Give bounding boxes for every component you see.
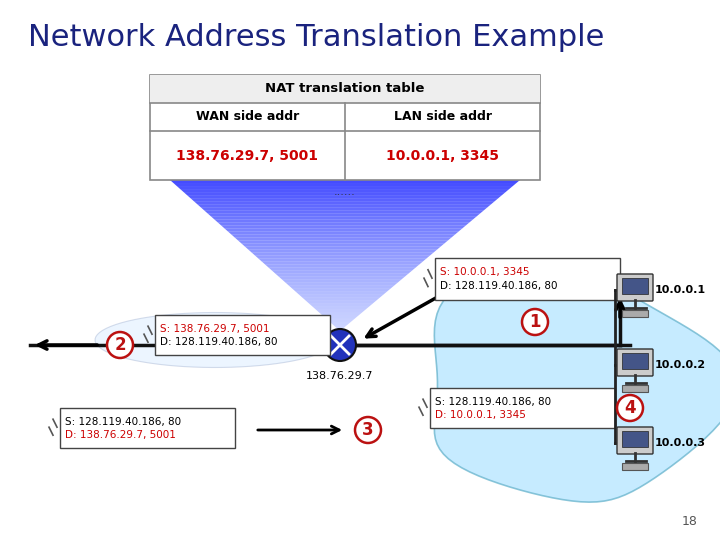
Polygon shape [286, 282, 397, 286]
Polygon shape [248, 249, 437, 253]
Text: D: 138.76.29.7, 5001: D: 138.76.29.7, 5001 [65, 430, 176, 440]
Polygon shape [180, 189, 509, 192]
Polygon shape [316, 310, 365, 313]
Text: S: 128.119.40.186, 80: S: 128.119.40.186, 80 [65, 417, 181, 427]
Polygon shape [300, 295, 383, 298]
FancyBboxPatch shape [60, 408, 235, 448]
Polygon shape [275, 274, 408, 276]
Polygon shape [282, 280, 401, 282]
Circle shape [355, 417, 381, 443]
Polygon shape [217, 222, 469, 225]
Polygon shape [235, 238, 451, 240]
Text: 10.0.0.1, 3345: 10.0.0.1, 3345 [386, 148, 499, 163]
Polygon shape [221, 225, 466, 228]
Polygon shape [228, 231, 459, 234]
Polygon shape [323, 316, 358, 319]
Polygon shape [245, 246, 441, 249]
Polygon shape [330, 322, 351, 325]
FancyBboxPatch shape [622, 431, 648, 447]
FancyBboxPatch shape [150, 75, 540, 180]
Text: D: 10.0.0.1, 3345: D: 10.0.0.1, 3345 [435, 410, 526, 420]
FancyBboxPatch shape [617, 427, 653, 454]
Polygon shape [258, 259, 426, 261]
Text: LAN side addr: LAN side addr [394, 111, 492, 124]
FancyBboxPatch shape [617, 349, 653, 376]
Text: 138.76.29.7: 138.76.29.7 [306, 371, 374, 381]
Circle shape [617, 395, 643, 421]
FancyBboxPatch shape [622, 278, 648, 294]
Text: S: 10.0.0.1, 3345: S: 10.0.0.1, 3345 [440, 267, 529, 277]
Text: 2: 2 [114, 336, 126, 354]
Polygon shape [215, 219, 473, 222]
Polygon shape [184, 192, 505, 195]
Polygon shape [177, 186, 513, 189]
Polygon shape [231, 234, 455, 238]
Text: 10.0.0.2: 10.0.0.2 [655, 360, 706, 370]
Polygon shape [302, 298, 379, 301]
Text: 4: 4 [624, 399, 636, 417]
Polygon shape [434, 268, 720, 502]
Polygon shape [333, 325, 347, 328]
Polygon shape [238, 240, 448, 244]
Polygon shape [225, 228, 462, 231]
Polygon shape [174, 183, 516, 186]
Text: 10.0.0.3: 10.0.0.3 [655, 438, 706, 448]
Text: 138.76.29.7, 5001: 138.76.29.7, 5001 [176, 148, 318, 163]
Text: Network Address Translation Example: Network Address Translation Example [28, 24, 604, 52]
Circle shape [107, 332, 133, 358]
Circle shape [522, 309, 548, 335]
Polygon shape [265, 265, 419, 268]
Polygon shape [269, 268, 415, 271]
FancyBboxPatch shape [150, 75, 540, 103]
Circle shape [324, 329, 356, 361]
Polygon shape [241, 244, 444, 246]
Polygon shape [310, 304, 372, 307]
Text: ......: ...... [334, 187, 356, 197]
Polygon shape [194, 201, 495, 204]
Polygon shape [255, 255, 430, 259]
Polygon shape [326, 319, 354, 322]
Polygon shape [262, 261, 423, 265]
Polygon shape [312, 307, 369, 310]
Polygon shape [201, 207, 487, 210]
Polygon shape [289, 286, 394, 289]
Polygon shape [296, 292, 387, 295]
FancyBboxPatch shape [622, 463, 648, 470]
Polygon shape [279, 276, 405, 280]
FancyBboxPatch shape [622, 310, 648, 317]
Polygon shape [211, 216, 477, 219]
Text: 10.0.0.1: 10.0.0.1 [655, 285, 706, 295]
Polygon shape [292, 289, 390, 292]
FancyBboxPatch shape [622, 353, 648, 369]
FancyBboxPatch shape [622, 385, 648, 392]
Polygon shape [95, 313, 335, 368]
Text: 18: 18 [682, 515, 698, 528]
Polygon shape [204, 210, 484, 213]
FancyBboxPatch shape [617, 274, 653, 301]
Polygon shape [170, 180, 520, 183]
Text: S: 128.119.40.186, 80: S: 128.119.40.186, 80 [435, 397, 551, 407]
Polygon shape [187, 195, 502, 198]
Text: NAT translation table: NAT translation table [265, 83, 425, 96]
Text: WAN side addr: WAN side addr [196, 111, 299, 124]
FancyBboxPatch shape [155, 315, 330, 355]
Text: 3: 3 [362, 421, 374, 439]
FancyBboxPatch shape [435, 258, 620, 300]
Polygon shape [320, 313, 361, 316]
Text: D: 128.119.40.186, 80: D: 128.119.40.186, 80 [160, 337, 277, 347]
Text: S: 138.76.29.7, 5001: S: 138.76.29.7, 5001 [160, 324, 269, 334]
Text: 1: 1 [529, 313, 541, 331]
Polygon shape [251, 253, 433, 255]
Polygon shape [337, 328, 343, 331]
Polygon shape [272, 271, 412, 274]
Polygon shape [306, 301, 376, 304]
Polygon shape [190, 198, 498, 201]
FancyBboxPatch shape [430, 388, 615, 428]
Polygon shape [207, 213, 480, 216]
Polygon shape [197, 204, 491, 207]
Text: D: 128.119.40.186, 80: D: 128.119.40.186, 80 [440, 281, 557, 291]
